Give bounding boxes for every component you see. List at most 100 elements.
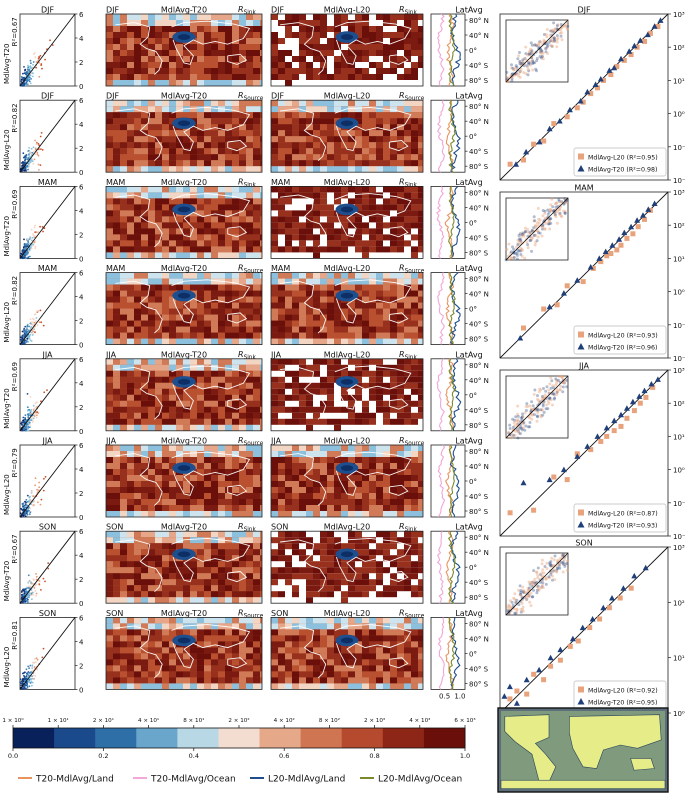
map-cell [404, 475, 411, 481]
map-cell [106, 481, 113, 487]
map-cell [341, 234, 348, 241]
data-point [49, 39, 51, 42]
map-cell [120, 124, 127, 131]
map-cell [120, 499, 127, 505]
map-cell [246, 412, 253, 419]
map-cell [190, 320, 197, 327]
map-cell [155, 591, 162, 598]
map-cell [204, 567, 211, 574]
map-cell [397, 370, 404, 377]
map-cell [134, 597, 141, 604]
map-cell [404, 118, 411, 125]
map-cell [183, 26, 190, 32]
map-cell [376, 388, 383, 395]
map-cell [190, 252, 197, 259]
season-label: DJF [41, 6, 55, 15]
data-point [27, 416, 30, 419]
map-cell [306, 74, 313, 80]
map-cell [106, 475, 113, 481]
data-point [35, 231, 38, 234]
data-point [33, 158, 36, 161]
map-cell [141, 20, 148, 26]
map-cell [127, 252, 134, 259]
identity-line [19, 617, 76, 690]
map-cell [225, 487, 232, 493]
map-cell [271, 160, 278, 167]
map-cell [327, 284, 334, 291]
map-cell [120, 531, 127, 538]
map-cell [362, 400, 369, 407]
map-cell [169, 332, 176, 339]
map-cell [141, 198, 148, 205]
map-cell [246, 561, 253, 568]
map-cell [246, 487, 253, 493]
map-cell [183, 278, 190, 285]
map-cell [299, 573, 306, 580]
map-cell [155, 424, 162, 431]
map-cell [418, 154, 423, 161]
map-cell [232, 591, 239, 598]
map-cell [218, 585, 225, 592]
map-cell [239, 499, 246, 505]
map-cell [204, 320, 211, 327]
map-cell [176, 154, 183, 161]
map-cell [120, 338, 127, 345]
map-cell [232, 198, 239, 205]
map-cell [299, 14, 306, 20]
map-cell [176, 228, 183, 235]
data-point [28, 509, 30, 512]
map-frame [270, 444, 424, 518]
map-cell [127, 320, 134, 327]
map-cell [376, 358, 383, 365]
data-point [25, 246, 27, 249]
map-cell [141, 314, 148, 321]
ytick-label: 0 [79, 686, 83, 694]
data-point [31, 421, 34, 423]
map-cell [411, 118, 418, 125]
map-cell [355, 457, 362, 463]
map-cell [225, 499, 232, 505]
map-cell [397, 326, 404, 333]
map-cell [376, 493, 383, 499]
map-cell [260, 154, 262, 161]
map-cell [390, 475, 397, 481]
map-cell [162, 240, 169, 247]
map-cell [204, 44, 211, 50]
r2-label: R²=0.79 [11, 448, 19, 477]
map-cell [306, 290, 313, 297]
map-cell [183, 475, 190, 481]
map-cell [232, 338, 239, 345]
map-cell [176, 56, 183, 62]
map-cell [285, 537, 292, 544]
map-cell [327, 38, 334, 44]
map-cell [155, 481, 162, 487]
map-cell [253, 228, 260, 235]
map-cell [369, 561, 376, 568]
map-cell [106, 112, 113, 119]
map-cell [134, 499, 141, 505]
map-cell [404, 44, 411, 50]
map-cell [348, 394, 355, 401]
map-cell [348, 499, 355, 505]
map-cell [197, 56, 204, 62]
ytick-label: 6 [79, 614, 84, 622]
map-cell [162, 469, 169, 475]
map-cell [218, 332, 225, 339]
map-cell [190, 130, 197, 137]
map-cell [120, 406, 127, 413]
map-cell [239, 136, 246, 143]
map-cell [327, 44, 334, 50]
map-cell [239, 469, 246, 475]
map-cell [348, 240, 355, 247]
map-cell [120, 487, 127, 493]
map-cell [376, 216, 383, 223]
map-cell [190, 597, 197, 604]
map-cell [113, 204, 120, 211]
data-point [26, 252, 29, 254]
map-cell [390, 216, 397, 223]
map-cell [148, 555, 155, 562]
map-cell [113, 44, 120, 50]
map-cell [246, 555, 253, 562]
